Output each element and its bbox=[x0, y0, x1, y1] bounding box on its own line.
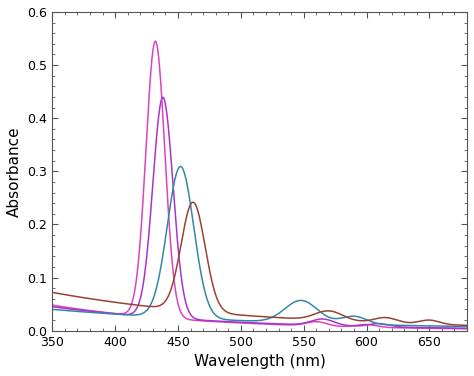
X-axis label: Wavelength (nm): Wavelength (nm) bbox=[194, 354, 326, 369]
Y-axis label: Absorbance: Absorbance bbox=[7, 126, 22, 217]
